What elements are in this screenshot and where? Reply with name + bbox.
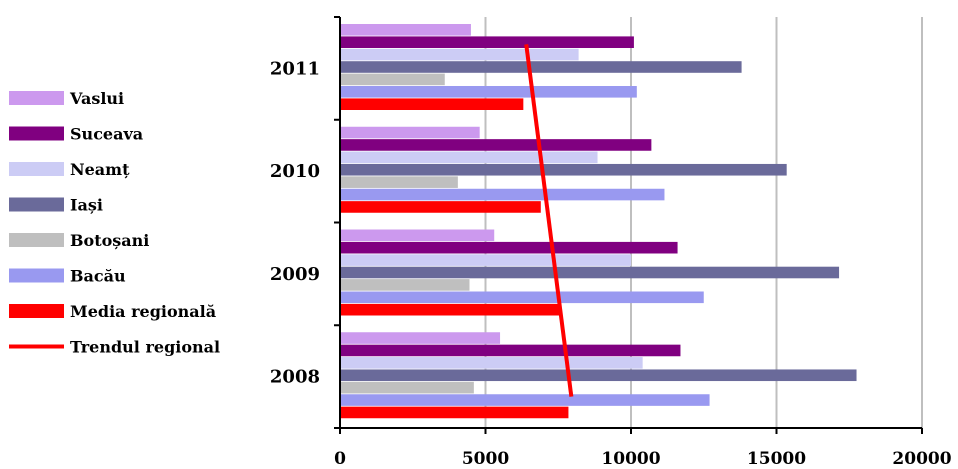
legend-label: Bacău bbox=[70, 267, 126, 286]
legend-swatch bbox=[9, 126, 64, 141]
x-tick-label: 5000 bbox=[462, 449, 509, 469]
bar-neam--2009 bbox=[340, 254, 631, 266]
x-tick-label: 20000 bbox=[892, 449, 951, 469]
x-tick-labels: 0 5000 10000 15000 20000 bbox=[334, 449, 952, 469]
bar-boto-ani-2009 bbox=[340, 279, 470, 291]
legend-label: Vaslui bbox=[69, 89, 124, 108]
legend-swatch bbox=[9, 197, 64, 212]
bar-ia-i-2011 bbox=[340, 61, 742, 73]
category-label: 2011 bbox=[270, 58, 320, 79]
bar-boto-ani-2010 bbox=[340, 176, 458, 188]
bar-neam--2008 bbox=[340, 357, 643, 369]
legend-swatch bbox=[9, 91, 64, 105]
x-tick-label: 0 bbox=[334, 449, 346, 469]
bar-bac-u-2009 bbox=[340, 291, 704, 304]
bar-media-regional--2009 bbox=[340, 303, 562, 316]
legend-swatch bbox=[9, 162, 64, 176]
bar-ia-i-2009 bbox=[340, 266, 840, 279]
bar-vaslui-2008 bbox=[340, 332, 501, 344]
category-label: 2008 bbox=[270, 367, 320, 388]
bar-bac-u-2008 bbox=[340, 394, 710, 406]
bar-neam--2011 bbox=[340, 48, 579, 61]
x-tick-label: 10000 bbox=[601, 449, 660, 469]
bar-suceava-2009 bbox=[340, 241, 678, 254]
legend: Vaslui Suceava Neamț Iași Botoșani Bacău Media… bbox=[9, 89, 220, 357]
bar-vaslui-2010 bbox=[340, 126, 480, 139]
legend-swatch bbox=[9, 304, 64, 318]
legend-swatch bbox=[9, 268, 64, 283]
trend-line-group bbox=[524, 44, 574, 397]
bar-suceava-2008 bbox=[340, 344, 681, 357]
bar-suceava-2011 bbox=[340, 36, 634, 48]
legend-label: Trendul regional bbox=[70, 338, 220, 357]
trend-line bbox=[524, 44, 574, 397]
legend-label: Iași bbox=[70, 196, 103, 215]
axes bbox=[334, 16, 923, 434]
bar-media-regional--2010 bbox=[340, 201, 541, 213]
bar-vaslui-2011 bbox=[340, 24, 471, 36]
category-label: 2009 bbox=[270, 264, 320, 285]
bar-media-regional--2008 bbox=[340, 406, 569, 419]
category-labels: 2008 2009 2010 2011 bbox=[270, 58, 320, 387]
bar-boto-ani-2008 bbox=[340, 381, 474, 394]
legend-label: Neamț bbox=[70, 160, 130, 179]
legend-swatch bbox=[9, 233, 64, 247]
bar-suceava-2010 bbox=[340, 139, 652, 151]
bar-bac-u-2010 bbox=[340, 188, 665, 201]
bar-media-regional--2011 bbox=[340, 98, 524, 110]
bar-ia-i-2008 bbox=[340, 369, 857, 382]
category-label: 2010 bbox=[270, 161, 320, 182]
legend-label: Suceava bbox=[70, 125, 143, 144]
bar-bac-u-2011 bbox=[340, 86, 637, 98]
legend-label: Botoșani bbox=[70, 231, 149, 250]
bar-vaslui-2009 bbox=[340, 229, 495, 242]
bar-ia-i-2010 bbox=[340, 163, 787, 176]
bar-neam--2010 bbox=[340, 151, 598, 164]
legend-label: Media regională bbox=[70, 302, 216, 321]
bar-boto-ani-2011 bbox=[340, 73, 445, 86]
x-tick-label: 15000 bbox=[747, 449, 806, 469]
bars bbox=[340, 24, 857, 419]
